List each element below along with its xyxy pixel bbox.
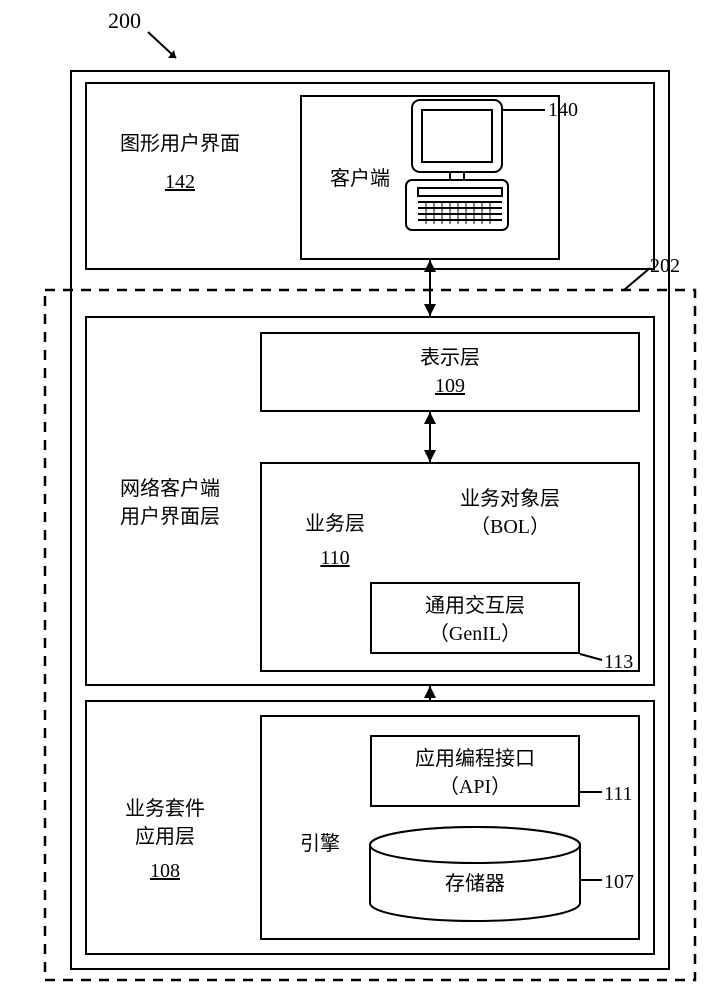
- storage-cylinder: [0, 0, 721, 1000]
- storage-ref: 107: [604, 868, 634, 896]
- storage-label: 存储器: [420, 870, 530, 898]
- architecture-diagram: 200 图形用户界面 142 客户端: [0, 0, 721, 1000]
